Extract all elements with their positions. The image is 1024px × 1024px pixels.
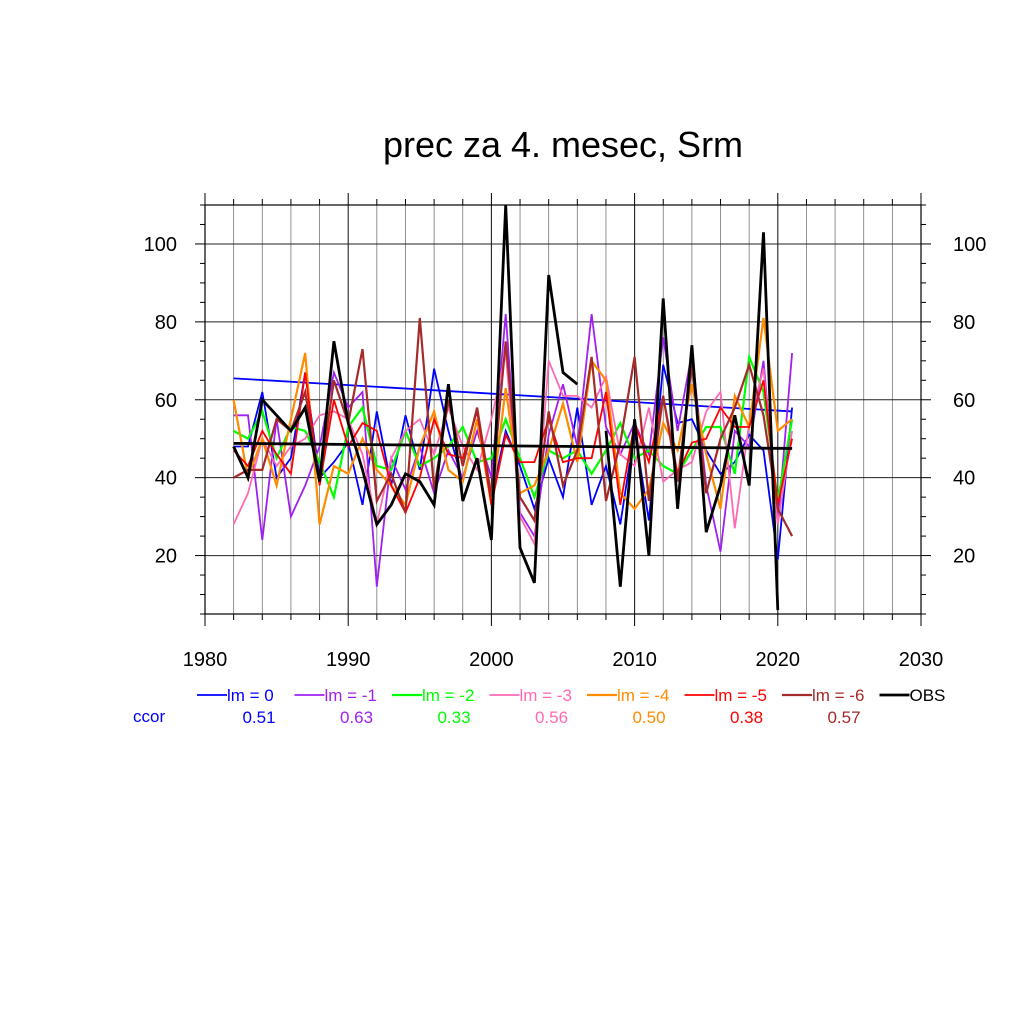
legend: lm = 0 0.51 lm = -1 0.63 lm = -2 0.33 lm = -3 0… bbox=[133, 686, 945, 727]
x-tick-label: 2000 bbox=[469, 649, 514, 671]
ccor-value: 0.33 bbox=[437, 708, 470, 727]
legend-label: lm = 0 bbox=[227, 686, 274, 705]
chart-title: prec za 4. mesec, Srm bbox=[383, 124, 743, 165]
y-tick-label-right: 40 bbox=[953, 468, 975, 490]
ccor-value: 0.56 bbox=[535, 708, 568, 727]
x-tick-label: 1980 bbox=[183, 649, 228, 671]
x-tick-label: 2030 bbox=[899, 649, 944, 671]
ccor-value: 0.51 bbox=[242, 708, 275, 727]
legend-label: lm = -5 bbox=[715, 686, 767, 705]
legend-label: lm = -1 bbox=[325, 686, 377, 705]
legend-label: lm = -2 bbox=[422, 686, 474, 705]
y-tick-label-left: 100 bbox=[144, 234, 177, 256]
ccor-label: ccor bbox=[133, 707, 165, 726]
y-tick-label-right: 20 bbox=[953, 546, 975, 568]
plot-frame bbox=[204, 204, 922, 615]
y-tick-label-left: 20 bbox=[155, 546, 177, 568]
ccor-value: 0.38 bbox=[730, 708, 763, 727]
y-tick-label-left: 60 bbox=[155, 390, 177, 412]
legend-label: lm = -4 bbox=[617, 686, 669, 705]
y-tick-label-left: 40 bbox=[155, 468, 177, 490]
series-line-obs bbox=[232, 204, 780, 611]
legend-label: lm = -6 bbox=[812, 686, 864, 705]
y-tick-label-right: 80 bbox=[953, 312, 975, 334]
trend-line bbox=[233, 441, 793, 450]
ccor-value: 0.63 bbox=[340, 708, 373, 727]
x-tick-label: 2010 bbox=[612, 649, 657, 671]
x-tick-label: 1990 bbox=[326, 649, 371, 671]
series-lines bbox=[232, 204, 794, 611]
y-tick-label-right: 60 bbox=[953, 390, 975, 412]
ccor-value: 0.57 bbox=[827, 708, 860, 727]
legend-label: OBS bbox=[910, 686, 946, 705]
y-tick-label-right: 100 bbox=[953, 234, 986, 256]
ccor-value: 0.50 bbox=[632, 708, 665, 727]
y-tick-label-left: 80 bbox=[155, 312, 177, 334]
x-tick-label: 2020 bbox=[756, 649, 801, 671]
grid bbox=[205, 205, 921, 614]
legend-label: lm = -3 bbox=[520, 686, 572, 705]
